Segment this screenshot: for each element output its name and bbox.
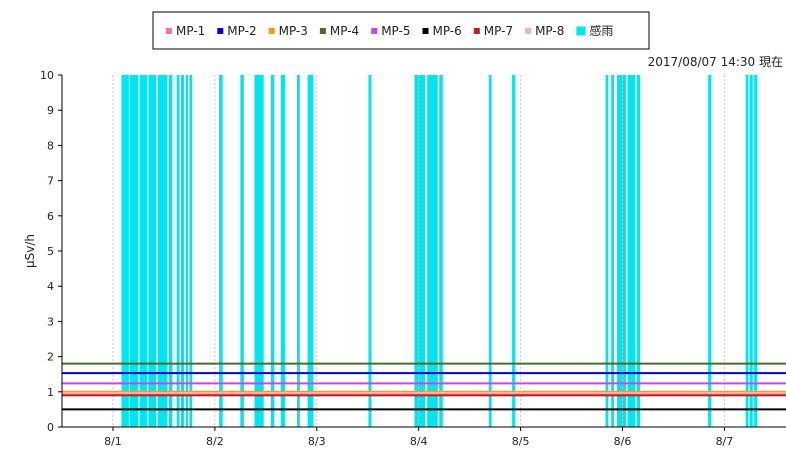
legend-label: MP-6 [432, 24, 461, 38]
legend-label: MP-4 [330, 24, 359, 38]
rain-band [129, 75, 139, 427]
rain-band [139, 75, 147, 427]
legend-label: 感雨 [589, 23, 613, 38]
rain-band [307, 75, 314, 427]
rain-band [512, 75, 515, 427]
rain-band [754, 75, 757, 427]
rain-band [185, 75, 188, 427]
rain-band [414, 75, 426, 427]
y-tick-label: 0 [47, 421, 54, 434]
legend-box [152, 11, 650, 50]
x-tick-label: 8/4 [410, 435, 428, 448]
y-tick-label: 6 [47, 210, 54, 223]
legend-swatch [473, 28, 480, 34]
rain-band [176, 75, 180, 427]
x-tick-label: 8/2 [206, 435, 224, 448]
y-tick-label: 1 [47, 386, 54, 399]
legend-swatch [371, 28, 378, 34]
y-tick-label: 7 [47, 175, 54, 188]
legend-swatch [319, 28, 326, 34]
rain-bands [121, 75, 757, 427]
rain-band [280, 75, 285, 427]
x-tick-label: 8/7 [716, 435, 734, 448]
series-lines [62, 362, 786, 411]
rain-band [611, 75, 615, 427]
legend-swatch [268, 28, 275, 34]
y-tick-label: 9 [47, 104, 54, 117]
legend-swatch [217, 28, 224, 34]
legend-swatch [166, 28, 172, 34]
y-tick-label: 3 [47, 315, 54, 328]
legend-swatch [576, 26, 586, 36]
legend: MP-1 MP-2 MP-3 MP-4 MP-5 MP-6 MP-7 MP-8 感雨 [152, 11, 650, 50]
legend-label: MP-3 [279, 24, 308, 38]
y-tick-label: 4 [47, 280, 54, 293]
legend-label: MP-1 [176, 24, 205, 38]
grid [112, 75, 725, 427]
rain-band [605, 75, 609, 427]
y-axis-title: μSv/h [23, 234, 37, 268]
y-tick-label: 2 [47, 351, 54, 364]
rain-band [240, 75, 244, 427]
x-tick-label: 8/1 [104, 435, 122, 448]
x-tick-label: 8/5 [512, 435, 530, 448]
y-tick-label: 10 [40, 69, 54, 82]
legend-swatch [525, 28, 532, 34]
rain-band [488, 75, 492, 427]
legend-label: MP-5 [381, 24, 410, 38]
rain-band [427, 75, 438, 427]
timestamp-label: 2017/08/07 14:30 現在 [648, 55, 783, 69]
rain-band [189, 75, 193, 427]
axes: 8/1 8/2 8/3 8/4 8/5 8/6 8/7 0 1 2 3 4 5 6 7 8 9 10 [40, 69, 786, 448]
y-tick-label: 8 [47, 139, 54, 152]
rain-band [219, 75, 223, 427]
legend-swatch [422, 28, 429, 34]
y-tick-label: 5 [47, 245, 54, 258]
rain-band [627, 75, 636, 427]
rain-band [708, 75, 711, 427]
legend-label: MP-2 [227, 24, 256, 38]
rain-band [254, 75, 264, 427]
rain-band [368, 75, 372, 427]
legend-label: MP-7 [484, 24, 513, 38]
x-tick-label: 8/6 [614, 435, 632, 448]
legend-label: MP-8 [535, 24, 564, 38]
rain-band [148, 75, 157, 427]
x-tick-label: 8/3 [308, 435, 326, 448]
rain-band [749, 75, 753, 427]
rain-band [616, 75, 627, 427]
legend-items: MP-1 MP-2 MP-3 MP-4 MP-5 MP-6 MP-7 MP-8 感雨 [166, 23, 613, 38]
rain-band [168, 75, 173, 427]
rain-band [745, 75, 749, 427]
rain-band [439, 75, 443, 427]
rain-band [270, 75, 275, 427]
rain-band [296, 75, 300, 427]
rain-band [157, 75, 168, 427]
rain-band [121, 75, 129, 427]
rain-band [180, 75, 185, 427]
rain-band [636, 75, 641, 427]
